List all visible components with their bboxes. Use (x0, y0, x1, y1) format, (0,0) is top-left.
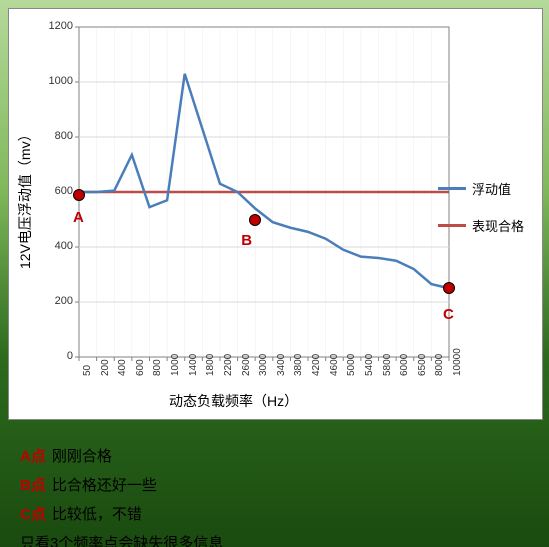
annotation-note: 只看3个频率点会缺失很多信息 (20, 532, 223, 547)
legend: 浮动值 表现合格 (438, 179, 524, 253)
marker-C (443, 282, 455, 294)
legend-label-float: 浮动值 (472, 179, 511, 198)
annotation-a: A点刚刚合格 (20, 445, 223, 466)
annotation-b-text: 比合格还好一些 (52, 477, 157, 494)
plot-area: 0200400600800100012005020040060080010001… (79, 27, 449, 357)
chart-panel: 12V电压浮动值（mv） 动态负载频率（Hz） 0200400600800100… (8, 8, 543, 420)
legend-item-pass: 表现合格 (438, 216, 524, 235)
marker-label-B: B (241, 232, 252, 249)
annotation-a-text: 刚刚合格 (52, 448, 112, 465)
annotation-c: C点比较低，不错 (20, 503, 223, 524)
annotations: A点刚刚合格 B点比合格还好一些 C点比较低，不错 只看3个频率点会缺失很多信息 (20, 445, 223, 547)
legend-swatch-float (438, 187, 466, 190)
annotation-c-text: 比较低，不错 (52, 506, 142, 523)
marker-B (249, 214, 261, 226)
legend-swatch-pass (438, 224, 466, 227)
chart-svg (79, 27, 449, 357)
marker-label-C: C (443, 306, 454, 323)
legend-label-pass: 表现合格 (472, 216, 524, 235)
annotation-c-pt: C点 (20, 506, 46, 523)
marker-A (73, 189, 85, 201)
page-root: 12V电压浮动值（mv） 动态负载频率（Hz） 0200400600800100… (0, 0, 549, 547)
legend-item-float: 浮动值 (438, 179, 524, 198)
annotation-a-pt: A点 (20, 448, 46, 465)
marker-label-A: A (73, 209, 84, 226)
annotation-b: B点比合格还好一些 (20, 474, 223, 495)
x-axis-label: 动态负载频率（Hz） (169, 391, 298, 411)
annotation-b-pt: B点 (20, 477, 46, 494)
